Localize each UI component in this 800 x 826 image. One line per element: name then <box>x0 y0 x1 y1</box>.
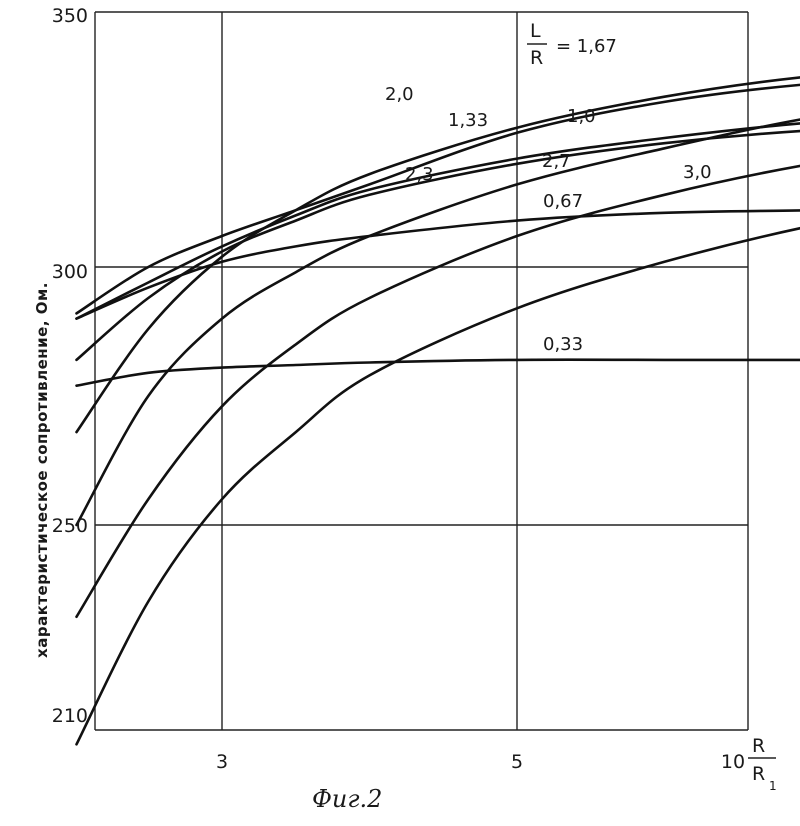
x-label-numerator: R <box>752 735 765 757</box>
curve-label-1: 0,33 <box>543 334 583 355</box>
curve-label-5: 2,0 <box>385 84 414 105</box>
y-axis-label: характеристическое сопротивление, Ом. <box>33 282 51 658</box>
curve-6 <box>77 60 800 432</box>
curve-label-2: 0,67 <box>543 191 583 212</box>
x-label-denominator: R <box>752 763 765 785</box>
x-tick-10: 10 <box>721 751 745 773</box>
curve-label-9: 3,0 <box>683 162 712 183</box>
x-label-subscript: 1 <box>769 779 777 793</box>
x-tick-3: 3 <box>216 751 228 773</box>
curve-label-3: 1,0 <box>567 106 596 127</box>
curve-label-6: = 1,67 <box>556 36 617 57</box>
param-denominator: R <box>530 47 543 69</box>
curve-9 <box>77 174 800 744</box>
curve-1 <box>77 360 800 386</box>
curve-label-7: 2,3 <box>405 164 434 185</box>
curve-7 <box>77 76 800 525</box>
y-tick-250: 250 <box>52 515 88 537</box>
param-numerator: L <box>530 20 541 42</box>
parameter-label: L R <box>527 20 547 69</box>
curve-label-4: 1,33 <box>448 110 488 131</box>
x-tick-5: 5 <box>511 751 523 773</box>
figure-caption: Фиг.2 <box>312 785 382 813</box>
y-tick-210: 210 <box>52 705 88 727</box>
curve-5 <box>77 71 800 314</box>
curve-2 <box>77 205 800 319</box>
tick-labels: 357910210250300350 <box>52 5 800 773</box>
curve-label-8: 2,7 <box>542 151 571 172</box>
y-tick-300: 300 <box>52 261 88 283</box>
y-tick-350: 350 <box>52 5 88 27</box>
x-axis-label: R R 1 <box>748 735 777 793</box>
